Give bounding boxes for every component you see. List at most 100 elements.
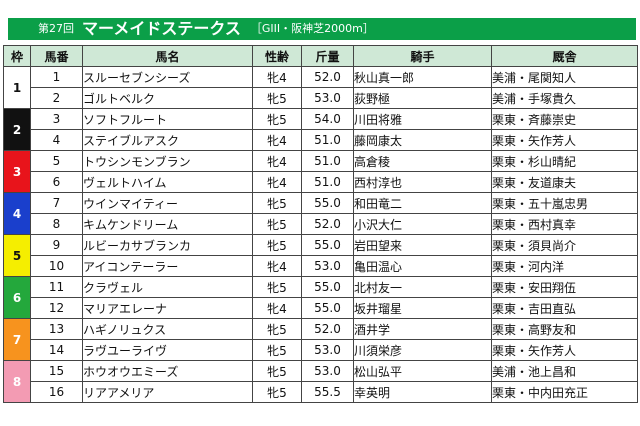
horse-number: 14 (30, 339, 83, 361)
table-row: 16 リアアメリア 牝5 55.5 幸英明 栗東・中内田充正 (4, 381, 638, 403)
table-row: 12 マリアエレーナ 牝4 55.0 坂井瑠星 栗東・吉田直弘 (4, 297, 638, 319)
sex-age: 牝5 (252, 213, 302, 235)
carried-weight: 53.0 (301, 255, 354, 277)
horse-number: 7 (30, 192, 83, 214)
horse-number: 11 (30, 276, 83, 298)
table-row: 2 ゴルトベルク 牝5 53.0 荻野極 美浦・手塚貴久 (4, 87, 638, 109)
trainer-name: 栗東・須貝尚介 (491, 234, 638, 256)
trainer-name: 栗東・中内田充正 (491, 381, 638, 403)
horse-number: 1 (30, 66, 83, 88)
table-row: 3 5 トウシンモンブラン 牝4 51.0 高倉稜 栗東・杉山晴紀 (3, 150, 638, 193)
horse-number: 10 (30, 255, 83, 277)
jockey-name: 酒井学 (353, 318, 492, 340)
trainer-name: 栗東・吉田直弘 (491, 297, 638, 319)
horse-number: 4 (30, 129, 83, 151)
horse-name: スルーセブンシーズ (82, 66, 253, 88)
waku-cell: 1 (3, 66, 31, 109)
table-row: 4 ステイブルアスク 牝4 51.0 藤岡康太 栗東・矢作芳人 (4, 129, 638, 151)
jockey-name: 和田竜二 (353, 192, 492, 214)
waku-cell: 6 (3, 276, 31, 319)
horse-number: 15 (30, 360, 83, 382)
trainer-name: 栗東・斉藤崇史 (491, 108, 638, 130)
horse-number: 6 (30, 171, 83, 193)
table-row: 8 15 ホウオウエミーズ 牝5 53.0 松山弘平 美浦・池上昌和 (3, 360, 638, 403)
trainer-name: 栗東・五十嵐忠男 (491, 192, 638, 214)
jockey-name: 北村友一 (353, 276, 492, 298)
waku-cell: 7 (3, 318, 31, 361)
horse-number: 5 (30, 150, 83, 172)
carried-weight: 54.0 (301, 108, 354, 130)
horse-name: リアアメリア (82, 381, 253, 403)
sex-age: 牝5 (252, 192, 302, 214)
horse-name: ゴルトベルク (82, 87, 253, 109)
horse-name: トウシンモンブラン (82, 150, 253, 172)
carried-weight: 53.0 (301, 360, 354, 382)
sex-age: 牝4 (252, 297, 302, 319)
horse-name: ハギノリュクス (82, 318, 253, 340)
trainer-name: 栗東・矢作芳人 (491, 129, 638, 151)
col-waku: 枠 (3, 45, 31, 67)
col-number: 馬番 (30, 45, 83, 67)
waku-cell: 8 (3, 360, 31, 403)
jockey-name: 幸英明 (353, 381, 492, 403)
trainer-name: 美浦・池上昌和 (491, 360, 638, 382)
jockey-name: 小沢大仁 (353, 213, 492, 235)
horse-name: アイコンテーラー (82, 255, 253, 277)
carried-weight: 55.0 (301, 234, 354, 256)
carried-weight: 51.0 (301, 171, 354, 193)
race-header: 第27回 マーメイドステークス ［GIII・阪神芝2000m］ (8, 18, 636, 40)
horse-number: 16 (30, 381, 83, 403)
table-row: 6 11 クラヴェル 牝5 55.0 北村友一 栗東・安田翔伍 (3, 276, 638, 319)
sex-age: 牝4 (252, 255, 302, 277)
table-row: 5 9 ルビーカサブランカ 牝5 55.0 岩田望来 栗東・須貝尚介 (3, 234, 638, 277)
jockey-name: 坂井瑠星 (353, 297, 492, 319)
trainer-name: 栗東・河内洋 (491, 255, 638, 277)
jockey-name: 藤岡康太 (353, 129, 492, 151)
column-header-row: 枠 馬番 馬名 性齢 斤量 騎手 厩舎 (3, 45, 638, 67)
horse-number: 13 (30, 318, 83, 340)
col-weight: 斤量 (301, 45, 354, 67)
jockey-name: 高倉稜 (353, 150, 492, 172)
jockey-name: 川須栄彦 (353, 339, 492, 361)
sex-age: 牝5 (252, 108, 302, 130)
carried-weight: 51.0 (301, 129, 354, 151)
col-jockey: 騎手 (353, 45, 492, 67)
horse-name: ホウオウエミーズ (82, 360, 253, 382)
table-row: 7 13 ハギノリュクス 牝5 52.0 酒井学 栗東・高野友和 (3, 318, 638, 361)
table-row: 4 7 ウインマイティー 牝5 55.0 和田竜二 栗東・五十嵐忠男 (3, 192, 638, 235)
sex-age: 牝5 (252, 360, 302, 382)
sex-age: 牝5 (252, 318, 302, 340)
waku-cell: 4 (3, 192, 31, 235)
trainer-name: 栗東・西村真幸 (491, 213, 638, 235)
jockey-name: 荻野極 (353, 87, 492, 109)
sex-age: 牝4 (252, 66, 302, 88)
carried-weight: 51.0 (301, 150, 354, 172)
carried-weight: 55.0 (301, 297, 354, 319)
carried-weight: 53.0 (301, 87, 354, 109)
horse-name: ステイブルアスク (82, 129, 253, 151)
waku-cell: 5 (3, 234, 31, 277)
carried-weight: 53.0 (301, 339, 354, 361)
table-row: 2 3 ソフトフルート 牝5 54.0 川田将雅 栗東・斉藤崇史 (3, 108, 638, 151)
sex-age: 牝5 (252, 339, 302, 361)
horse-name: キムケンドリーム (82, 213, 253, 235)
jockey-name: 亀田温心 (353, 255, 492, 277)
carried-weight: 52.0 (301, 318, 354, 340)
sex-age: 牝4 (252, 129, 302, 151)
table-row: 14 ラヴユーライヴ 牝5 53.0 川須栄彦 栗東・矢作芳人 (4, 339, 638, 361)
race-edition: 第27回 (38, 22, 74, 35)
trainer-name: 栗東・高野友和 (491, 318, 638, 340)
jockey-name: 川田将雅 (353, 108, 492, 130)
carried-weight: 55.0 (301, 192, 354, 214)
sex-age: 牝5 (252, 381, 302, 403)
sex-age: 牝5 (252, 87, 302, 109)
entries-table: 枠 馬番 馬名 性齢 斤量 騎手 厩舎 1 1 スルーセブンシーズ 牝4 52.0 秋山真… (3, 45, 638, 403)
table-row: 1 1 スルーセブンシーズ 牝4 52.0 秋山真一郎 美浦・尾関知人 (3, 66, 638, 109)
sex-age: 牝5 (252, 276, 302, 298)
sex-age: 牝4 (252, 171, 302, 193)
trainer-name: 美浦・尾関知人 (491, 66, 638, 88)
trainer-name: 栗東・矢作芳人 (491, 339, 638, 361)
carried-weight: 52.0 (301, 213, 354, 235)
carried-weight: 55.0 (301, 276, 354, 298)
sex-age: 牝5 (252, 234, 302, 256)
